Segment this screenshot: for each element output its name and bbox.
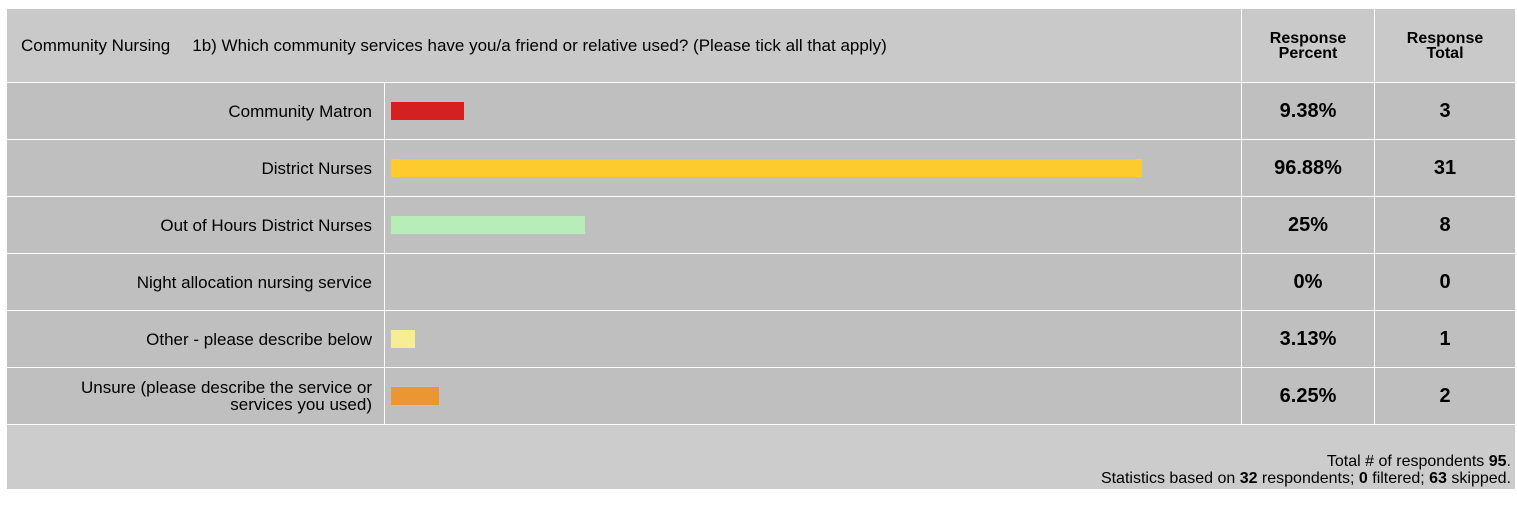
response-percent-header: Response Percent xyxy=(1241,8,1375,83)
filtered-count: 0 xyxy=(1358,470,1368,487)
table-row: Out of Hours District Nurses 25% 8 xyxy=(6,196,1516,254)
statistics-line: Statistics based on 32 respondents; 0 fi… xyxy=(1100,470,1511,487)
response-percent: 0% xyxy=(1241,253,1375,311)
response-percent: 3.13% xyxy=(1241,310,1375,368)
response-total: 3 xyxy=(1374,82,1516,140)
table-row: Community Matron 9.38% 3 xyxy=(6,82,1516,140)
category-label: Community Matron xyxy=(6,82,385,140)
response-total: 31 xyxy=(1374,139,1516,197)
response-percent: 25% xyxy=(1241,196,1375,254)
response-percent: 96.88% xyxy=(1241,139,1375,197)
bar-cell xyxy=(384,139,1242,197)
bar-cell xyxy=(384,196,1242,254)
table-row: Night allocation nursing service 0% 0 xyxy=(6,253,1516,311)
header-row: Community Nursing 1b) Which community ser… xyxy=(6,8,1516,83)
category-label: Unsure (please describe the service or s… xyxy=(6,367,385,425)
bar-cell xyxy=(384,367,1242,425)
respondents-line: Total # of respondents 95. xyxy=(1326,453,1511,470)
category-label: Out of Hours District Nurses xyxy=(6,196,385,254)
bar xyxy=(391,159,1142,177)
respondents-count: 95 xyxy=(1488,453,1507,470)
response-total: 2 xyxy=(1374,367,1516,425)
response-total-header: Response Total xyxy=(1374,8,1516,83)
response-total: 0 xyxy=(1374,253,1516,311)
bar xyxy=(391,330,415,348)
skipped-count: 63 xyxy=(1429,470,1447,487)
category-label: Other - please describe below xyxy=(6,310,385,368)
bar-cell xyxy=(384,253,1242,311)
results-rows: Community Matron 9.38% 3 District Nurses 96.… xyxy=(6,82,1516,425)
footer-row: Total # of respondents 95. Statistics ba… xyxy=(6,424,1516,490)
table-row: Other - please describe below 3.13% 1 xyxy=(6,310,1516,368)
table-row: Unsure (please describe the service or s… xyxy=(6,367,1516,425)
bar-cell xyxy=(384,310,1242,368)
category-label: Night allocation nursing service xyxy=(6,253,385,311)
response-total-header-line1: Response xyxy=(1406,29,1484,47)
question-text: 1b) Which community services have you/a … xyxy=(192,35,887,55)
response-percent-header-line1: Response xyxy=(1269,29,1347,47)
bar-cell xyxy=(384,82,1242,140)
survey-results-panel: Community Nursing 1b) Which community ser… xyxy=(6,8,1516,490)
response-percent-header-line2: Percent xyxy=(1278,44,1338,62)
bar xyxy=(391,102,464,120)
response-total: 8 xyxy=(1374,196,1516,254)
response-total-header-line2: Total xyxy=(1426,44,1464,62)
question-cell: Community Nursing 1b) Which community ser… xyxy=(6,8,1242,83)
footer-stats: Total # of respondents 95. Statistics ba… xyxy=(6,424,1516,490)
bar xyxy=(391,216,585,234)
response-percent: 9.38% xyxy=(1241,82,1375,140)
results-table: Community Nursing 1b) Which community ser… xyxy=(6,8,1516,490)
category-label: District Nurses xyxy=(6,139,385,197)
bar xyxy=(391,387,439,405)
section-title: Community Nursing xyxy=(21,35,171,55)
based-on-count: 32 xyxy=(1239,470,1258,487)
response-percent: 6.25% xyxy=(1241,367,1375,425)
response-total: 1 xyxy=(1374,310,1516,368)
table-row: District Nurses 96.88% 31 xyxy=(6,139,1516,197)
